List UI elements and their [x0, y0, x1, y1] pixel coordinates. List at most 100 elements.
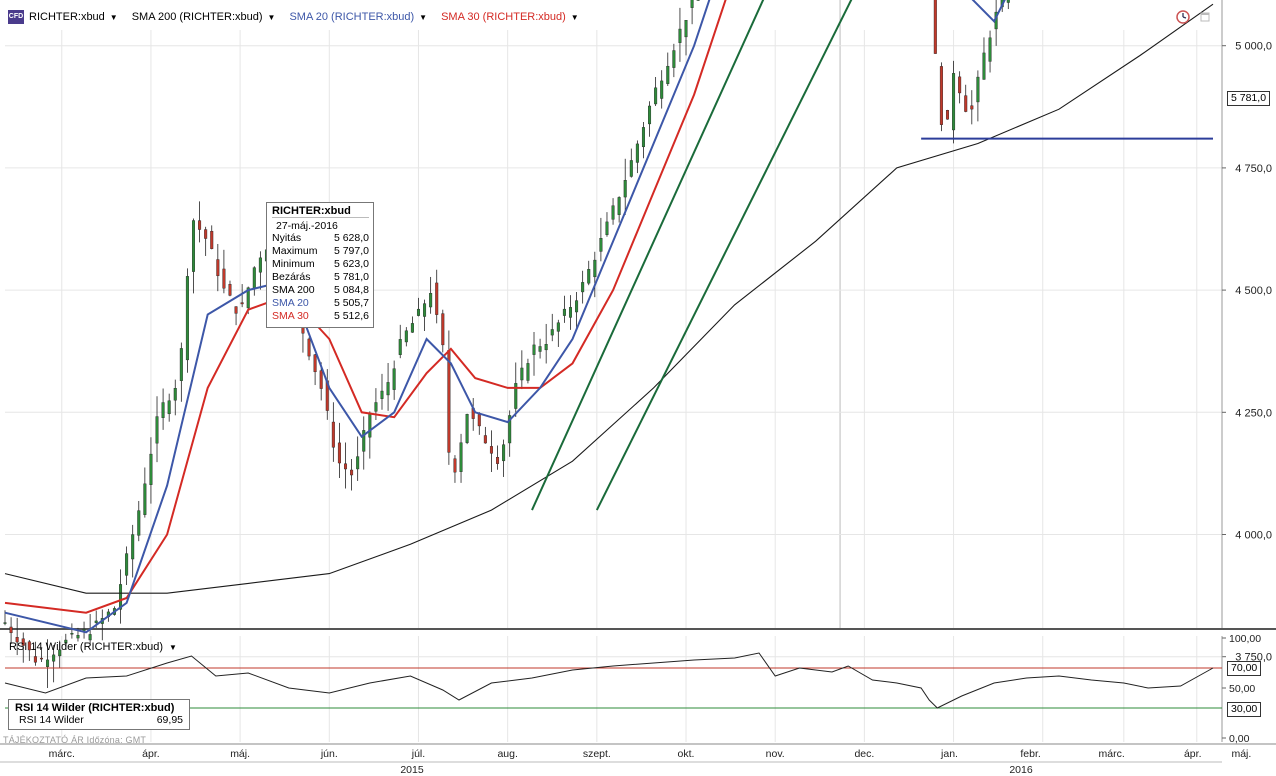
- candle-down: [204, 229, 208, 239]
- price-tick-label: 4 250,0: [1235, 407, 1272, 419]
- month-label: máj.: [1231, 748, 1251, 760]
- info-row-close: Bezárás 5 781,0: [272, 271, 369, 284]
- candle-up: [76, 634, 80, 639]
- price-tick-label: 3 750,0: [1235, 652, 1272, 664]
- candle-down: [15, 637, 19, 643]
- info-value: 5 797,0: [333, 245, 369, 257]
- candle-up: [623, 180, 627, 198]
- candle-up: [678, 28, 682, 43]
- candle-down: [435, 282, 439, 315]
- candle-up: [3, 622, 7, 624]
- candle-up: [64, 639, 68, 644]
- candle-up: [185, 276, 189, 361]
- clock-icon[interactable]: [1176, 10, 1190, 27]
- chevron-down-icon[interactable]: ▼: [267, 12, 276, 22]
- candle-down: [496, 457, 500, 464]
- candle-up: [575, 300, 579, 313]
- sma200-legend[interactable]: SMA 200 (RICHTER:xbud) ▼: [132, 11, 276, 23]
- info-label: Bezárás: [272, 271, 311, 283]
- info-box-title: RICHTER:xbud: [272, 205, 369, 218]
- candle-up: [46, 659, 50, 667]
- candle-down: [477, 414, 481, 427]
- price-tick-label: 4 000,0: [1235, 530, 1272, 542]
- cfd-icon: CFD: [8, 10, 24, 24]
- rsi-tick-label: 0,00: [1229, 733, 1250, 745]
- month-label: jún.: [320, 748, 338, 760]
- candle-up: [599, 238, 603, 252]
- rsi-70-tag: 70,00: [1227, 661, 1262, 676]
- rsi-30-tag: 30,00: [1227, 702, 1262, 717]
- candle-up: [94, 620, 98, 623]
- candle-down: [234, 306, 238, 314]
- maximize-icon[interactable]: [1200, 12, 1210, 25]
- candle-up: [131, 534, 135, 560]
- candle-down: [933, 0, 937, 54]
- candle-up: [179, 348, 183, 381]
- candle-up: [526, 363, 530, 381]
- month-label: aug.: [497, 748, 517, 760]
- candle-up: [629, 160, 633, 177]
- sma20-legend[interactable]: SMA 20 (RICHTER:xbud) ▼: [289, 11, 427, 23]
- candle-up: [404, 330, 408, 343]
- info-label: SMA 30: [272, 310, 309, 322]
- price-axis: 6 000,05 750,05 500,05 250,05 000,04 750…: [1221, 0, 1272, 664]
- candle-down: [350, 469, 354, 476]
- candle-down: [483, 435, 487, 444]
- candle-up: [246, 287, 250, 309]
- info-row-sma20: SMA 20 5 505,7: [272, 297, 369, 310]
- rsi-box-value: 69,95: [156, 714, 183, 726]
- candle-up: [672, 50, 676, 68]
- candle-up: [58, 649, 62, 657]
- candle-up: [611, 205, 615, 220]
- price-tick-label: 4 750,0: [1235, 163, 1272, 175]
- candle-up: [416, 308, 420, 316]
- candle-down: [964, 95, 968, 112]
- sma30-legend[interactable]: SMA 30 (RICHTER:xbud) ▼: [441, 11, 579, 23]
- candle-up: [550, 329, 554, 336]
- candle-up: [173, 388, 177, 401]
- trendline-lower: [595, 0, 853, 511]
- candle-up: [392, 368, 396, 390]
- candle-down: [307, 338, 311, 357]
- sma200-line: [4, 3, 1214, 594]
- candle-up: [660, 80, 664, 99]
- candle-up: [556, 322, 560, 332]
- candle-up: [982, 52, 986, 80]
- candle-down: [319, 370, 323, 389]
- chevron-down-icon[interactable]: ▼: [109, 12, 118, 22]
- year-label: 2016: [1009, 764, 1033, 776]
- rsi-info-box: RSI 14 Wilder (RICHTER:xbud) RSI 14 Wild…: [8, 699, 190, 730]
- candle-down: [344, 463, 348, 470]
- chart-tools: [1176, 10, 1210, 27]
- candle-down: [9, 626, 13, 634]
- candle-up: [125, 553, 129, 576]
- candle-down: [447, 350, 451, 453]
- candle-down: [228, 284, 232, 296]
- info-box-date: 27-máj.-2016: [276, 220, 338, 232]
- candle-up: [465, 414, 469, 443]
- candle-up: [654, 87, 658, 105]
- candle-down: [240, 302, 244, 305]
- candle-up: [149, 453, 153, 485]
- sma30-label: SMA 30 (RICHTER:xbud): [441, 11, 566, 23]
- candle-up: [374, 402, 378, 412]
- candle-down: [441, 313, 445, 346]
- chevron-down-icon[interactable]: ▼: [419, 12, 428, 22]
- sma200-label: SMA 200 (RICHTER:xbud): [131, 11, 263, 23]
- candle-up: [587, 269, 591, 284]
- rsi-legend[interactable]: RSI 14 Wilder (RICHTER:xbud) ▼: [9, 641, 177, 653]
- instrument-selector[interactable]: CFD RICHTER:xbud ▼: [8, 10, 118, 24]
- candle-up: [410, 323, 414, 333]
- info-value: 5 628,0: [333, 232, 369, 244]
- chevron-down-icon[interactable]: ▼: [169, 642, 177, 652]
- info-value: 5 781,0: [333, 271, 369, 283]
- candle-down: [39, 657, 43, 660]
- chevron-down-icon[interactable]: ▼: [570, 12, 579, 22]
- rsi-tick-label: 100,00: [1229, 633, 1261, 645]
- info-value: 5 512,6: [333, 310, 369, 322]
- info-label: Minimum: [272, 258, 315, 270]
- rsi-line: [4, 652, 1214, 709]
- rsi-tick-label: 50,00: [1229, 683, 1255, 695]
